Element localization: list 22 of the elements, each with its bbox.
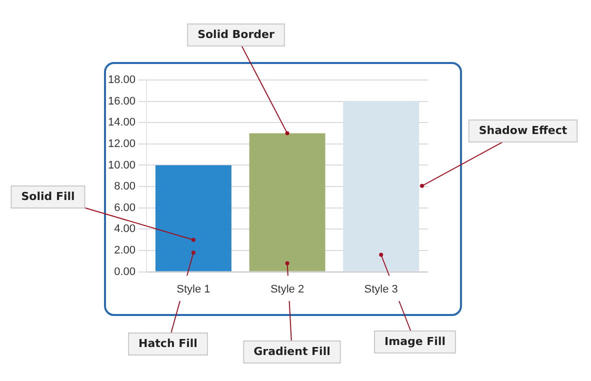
y-tick-label: 10.00 <box>108 159 136 172</box>
y-tick-label: 0.00 <box>114 266 136 278</box>
y-tick-label: 16.00 <box>108 95 136 108</box>
x-tick-label: Style 1 <box>176 283 210 296</box>
bar <box>249 133 326 272</box>
bar <box>155 165 232 272</box>
text: Shadow Effect <box>478 124 568 137</box>
annotation: Hatch Fill <box>138 336 198 350</box>
x-tick-label: Style 3 <box>364 283 398 296</box>
y-tick-label: 14.00 <box>108 116 136 129</box>
y-tick-label: 4.00 <box>114 223 136 236</box>
annotation: Solid Fill <box>21 190 75 203</box>
annotation: Image Fill <box>384 334 446 348</box>
y-tick-label: 2.00 <box>114 244 136 257</box>
annotation: Gradient Fill <box>254 344 330 358</box>
y-tick-label: 12.00 <box>108 138 136 150</box>
y-tick-label: 8.00 <box>114 180 136 193</box>
annotation: Solid Border <box>198 28 275 41</box>
bar <box>343 101 420 272</box>
y-tick-label: 6.00 <box>114 202 136 214</box>
x-tick-label: Style 2 <box>270 283 304 296</box>
y-tick-label: 18.00 <box>108 74 136 86</box>
